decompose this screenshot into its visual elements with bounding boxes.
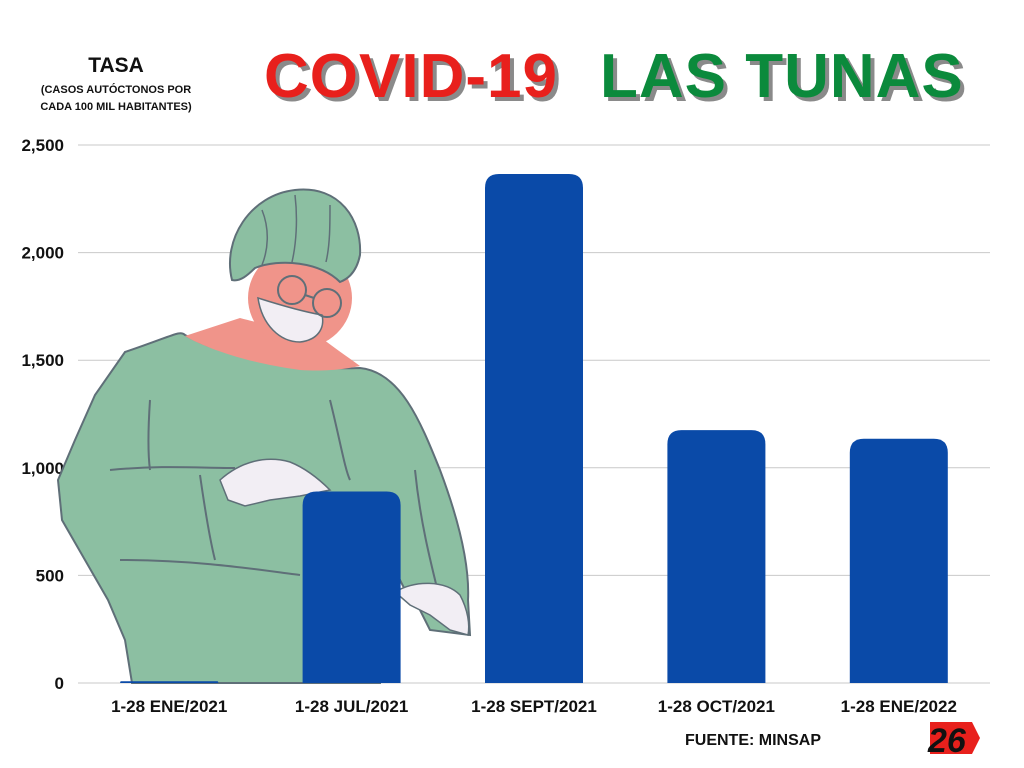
x-tick-label: 1-28 ENE/2022 bbox=[841, 697, 957, 716]
y-tick-label: 2,500 bbox=[21, 136, 64, 155]
y-tick-label: 2,000 bbox=[21, 244, 64, 263]
title-shadow-part1: COVID-19 bbox=[268, 46, 562, 115]
source-note: FUENTE: MINSAP bbox=[685, 732, 821, 749]
title-part-2: LAS TUNAS bbox=[600, 42, 964, 111]
bar bbox=[485, 174, 583, 683]
y-tick-label: 1,500 bbox=[21, 351, 64, 370]
x-tick-label: 1-28 ENE/2021 bbox=[111, 697, 227, 716]
title-part-1: COVID-19 bbox=[264, 42, 558, 111]
right-glove bbox=[393, 582, 470, 636]
logo-text: 26 bbox=[927, 722, 967, 760]
health-worker-illustration-icon bbox=[56, 188, 472, 684]
glasses-left bbox=[277, 275, 307, 305]
y-axis-label: TASA (CASOS AUTÓCTONOS POR CADA 100 MIL … bbox=[40, 54, 192, 113]
bars bbox=[120, 174, 948, 683]
y-axis-subtitle-line-2: CADA 100 MIL HABITANTES) bbox=[40, 101, 192, 113]
y-tick-label: 500 bbox=[36, 566, 64, 585]
bar bbox=[120, 681, 219, 683]
bar bbox=[302, 491, 401, 683]
x-axis-ticks: 1-28 ENE/2021 1-28 JUL/2021 1-28 SEPT/2021… bbox=[111, 697, 957, 716]
glasses-right bbox=[312, 288, 342, 318]
y-tick-label: 0 bbox=[55, 674, 64, 693]
bar bbox=[667, 430, 766, 683]
neck-shape bbox=[185, 318, 360, 371]
bar bbox=[849, 438, 948, 683]
y-tick-label: 1,000 bbox=[21, 459, 64, 478]
face-mask bbox=[257, 296, 324, 343]
x-tick-label: 1-28 JUL/2021 bbox=[295, 697, 408, 716]
y-axis-ticks: 0 500 1,000 1,500 2,000 2,500 bbox=[21, 136, 64, 693]
x-tick-label: 1-28 SEPT/2021 bbox=[471, 697, 597, 716]
chart-title: COVID-19 LAS TUNAS COVID-19 LAS TUNAS bbox=[264, 42, 968, 115]
title-shadow-part2: LAS TUNAS bbox=[604, 46, 968, 115]
y-axis-subtitle-line-1: (CASOS AUTÓCTONOS POR bbox=[41, 83, 191, 96]
x-tick-label: 1-28 OCT/2021 bbox=[658, 697, 775, 716]
gown-shape bbox=[56, 332, 472, 684]
y-axis-title: TASA bbox=[88, 54, 144, 77]
radio-26-logo-icon: 26 bbox=[927, 722, 980, 760]
